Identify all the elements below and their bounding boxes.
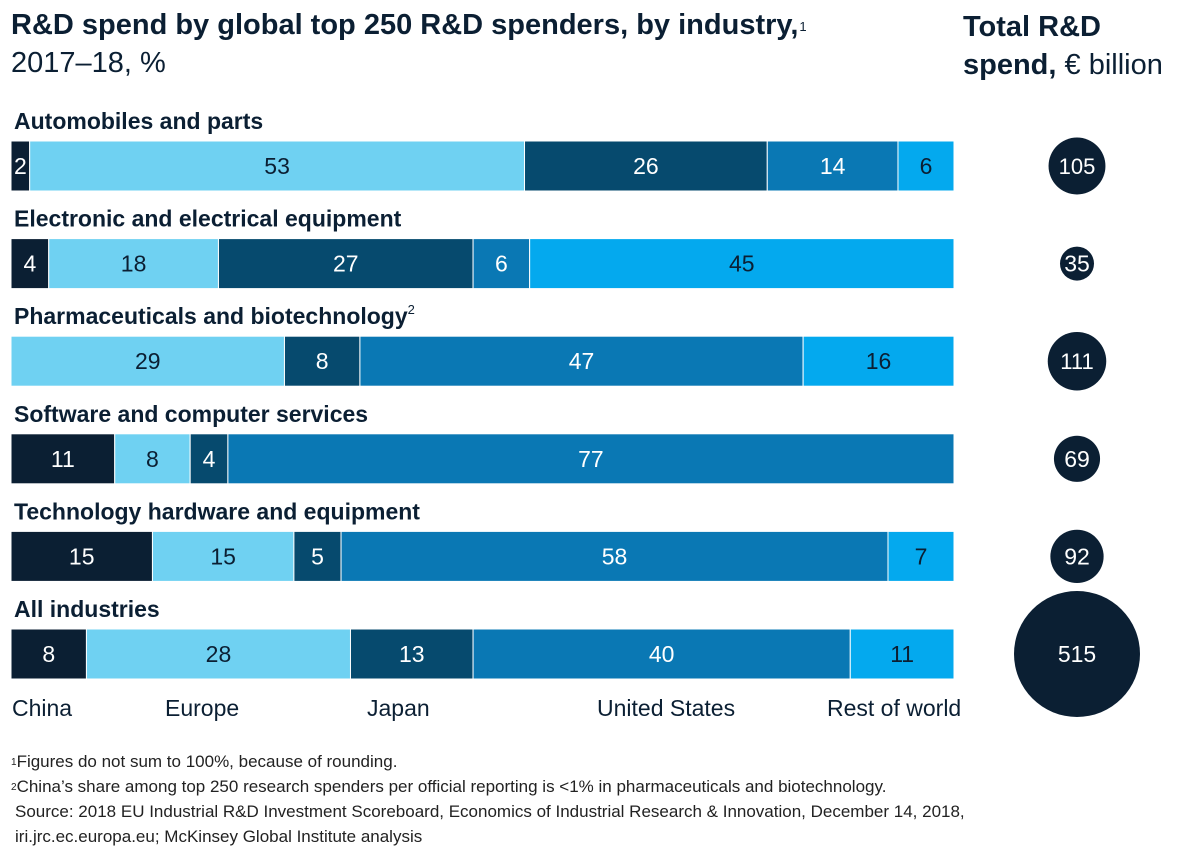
bar-label-automobiles-and-parts-united-states: 14	[820, 153, 846, 179]
row-label-pharmaceuticals-and-biotechnology: Pharmaceuticals and biotechnology2	[14, 302, 415, 329]
total-header-line2-bold: spend,	[963, 49, 1057, 81]
bar-all-industries-europe	[85, 628, 351, 680]
row-label-automobiles-and-parts: Automobiles and parts	[14, 108, 263, 134]
bar-label-electronic-and-electrical-equipment-europe: 18	[121, 251, 147, 277]
row-label-electronic-and-electrical-equipment: Electronic and electrical equipment	[14, 206, 402, 232]
bar-software-and-computer-services-china	[10, 433, 116, 485]
row-label-technology-hardware-and-equipment: Technology hardware and equipment	[14, 498, 420, 524]
bar-electronic-and-electrical-equipment-rest-of-world	[529, 238, 955, 290]
legend-europe: Europe	[165, 695, 239, 721]
total-bubble-electronic-and-electrical-equipment	[1060, 246, 1094, 281]
bar-all-industries-rest-of-world	[849, 628, 955, 680]
bar-all-industries-japan	[349, 628, 474, 680]
legend-united-states: United States	[597, 695, 735, 721]
total-bubble-technology-hardware-and-equipment	[1050, 529, 1104, 584]
bar-label-technology-hardware-and-equipment-japan: 5	[311, 543, 324, 569]
total-bubble-all-industries	[1014, 591, 1140, 717]
bar-technology-hardware-and-equipment-china	[10, 530, 153, 582]
legend-japan: Japan	[367, 695, 430, 721]
title-footnote-marker: 1	[799, 19, 807, 34]
total-bubble-pharmaceuticals-and-biotechnology	[1047, 331, 1107, 391]
bar-label-electronic-and-electrical-equipment-united-states: 6	[495, 251, 508, 277]
total-header-unit: € billion	[1064, 49, 1163, 81]
footnote-1-text: Figures do not sum to 100%, because of r…	[16, 752, 398, 771]
bar-pharmaceuticals-and-biotechnology-japan	[283, 335, 361, 387]
row-label-all-industries: All industries	[14, 596, 160, 622]
bar-label-technology-hardware-and-equipment-united-states: 58	[602, 543, 628, 569]
bar-label-software-and-computer-services-europe: 8	[146, 446, 159, 472]
bar-electronic-and-electrical-equipment-europe	[48, 238, 219, 290]
footnote-1: 1Figures do not sum to 100%, because of …	[11, 749, 965, 774]
bar-label-pharmaceuticals-and-biotechnology-japan: 8	[316, 348, 329, 374]
total-column-header: Total R&D spend, € billion	[963, 8, 1163, 84]
source-line-2: iri.jrc.ec.europa.eu; McKinsey Global In…	[15, 827, 423, 846]
bar-label-all-industries-china: 8	[42, 641, 55, 667]
row-label-software-and-computer-services: Software and computer services	[14, 401, 368, 427]
total-label-software-and-computer-services: 69	[1064, 446, 1090, 472]
bar-label-software-and-computer-services-china: 11	[51, 446, 75, 472]
total-header-line1: Total R&D	[963, 11, 1102, 43]
bar-label-pharmaceuticals-and-biotechnology-united-states: 47	[569, 348, 595, 374]
total-label-technology-hardware-and-equipment: 92	[1064, 543, 1090, 569]
bar-technology-hardware-and-equipment-rest-of-world	[887, 530, 955, 582]
chart-subtitle: 2017–18, %	[11, 47, 166, 79]
legend-china: China	[12, 695, 72, 721]
bar-pharmaceuticals-and-biotechnology-united-states	[359, 335, 804, 387]
total-label-pharmaceuticals-and-biotechnology: 111	[1060, 349, 1093, 374]
bar-technology-hardware-and-equipment-united-states	[340, 530, 889, 582]
bar-label-automobiles-and-parts-japan: 26	[633, 153, 659, 179]
bar-electronic-and-electrical-equipment-united-states	[472, 238, 531, 290]
bar-label-technology-hardware-and-equipment-china: 15	[69, 543, 95, 569]
bar-label-technology-hardware-and-equipment-europe: 15	[210, 543, 236, 569]
total-label-electronic-and-electrical-equipment: 35	[1064, 251, 1090, 277]
source-line-1: Source: 2018 EU Industrial R&D Investmen…	[15, 802, 965, 821]
bar-label-technology-hardware-and-equipment-rest-of-world: 7	[915, 543, 928, 569]
chart-title: R&D spend by global top 250 R&D spenders…	[11, 9, 807, 41]
bar-label-all-industries-europe: 28	[206, 641, 232, 667]
bar-label-electronic-and-electrical-equipment-rest-of-world: 45	[729, 251, 755, 277]
bar-label-software-and-computer-services-united-states: 77	[578, 446, 604, 472]
bar-label-pharmaceuticals-and-biotechnology-europe: 29	[135, 348, 161, 374]
bar-software-and-computer-services-united-states	[227, 433, 955, 485]
footnote-2-text: China’s share among top 250 research spe…	[16, 777, 887, 796]
total-bubble-software-and-computer-services	[1053, 435, 1101, 482]
bar-label-automobiles-and-parts-europe: 53	[264, 153, 290, 179]
bar-automobiles-and-parts-rest-of-world	[897, 140, 955, 192]
footnote-1-marker: 1	[11, 757, 17, 768]
total-label-automobiles-and-parts: 105	[1059, 154, 1096, 179]
bar-automobiles-and-parts-japan	[524, 140, 768, 192]
bar-label-automobiles-and-parts-china: 2	[14, 153, 27, 179]
legend-rest-of-world: Rest of world	[827, 695, 961, 721]
bar-all-industries-china	[10, 628, 87, 680]
total-label-all-industries: 515	[1058, 641, 1096, 667]
footnote-2-marker: 2	[11, 782, 17, 793]
bar-label-automobiles-and-parts-rest-of-world: 6	[920, 153, 933, 179]
bar-label-software-and-computer-services-japan: 4	[203, 446, 216, 472]
total-bubble-automobiles-and-parts	[1048, 137, 1106, 195]
bar-technology-hardware-and-equipment-europe	[151, 530, 295, 582]
bar-label-pharmaceuticals-and-biotechnology-rest-of-world: 16	[866, 348, 892, 374]
footnotes: 1Figures do not sum to 100%, because of …	[11, 749, 965, 849]
bar-label-all-industries-rest-of-world: 11	[890, 641, 914, 667]
bar-label-electronic-and-electrical-equipment-china: 4	[23, 251, 36, 277]
bar-pharmaceuticals-and-biotechnology-rest-of-world	[802, 335, 955, 387]
footnote-2: 2China’s share among top 250 research sp…	[11, 774, 965, 799]
bar-label-all-industries-japan: 13	[399, 641, 425, 667]
bar-label-electronic-and-electrical-equipment-japan: 27	[333, 251, 359, 277]
bar-label-all-industries-united-states: 40	[649, 641, 675, 667]
